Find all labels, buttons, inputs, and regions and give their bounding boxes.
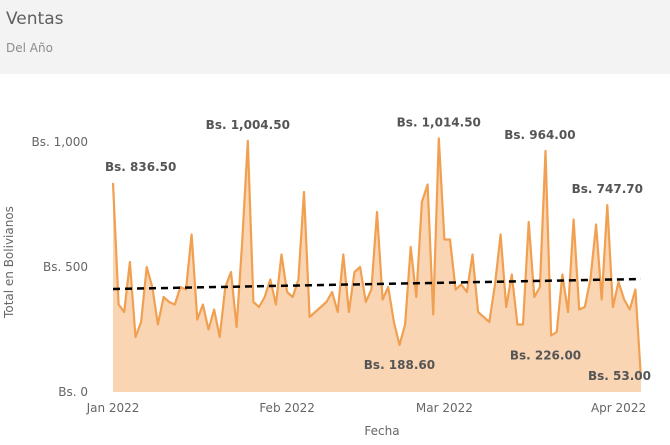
data-label: Bs. 836.50 xyxy=(105,160,176,174)
x-tick-label: Apr 2022 xyxy=(591,401,646,415)
x-axis-ticks: Jan 2022 Feb 2022 Mar 2022 Apr 2022 xyxy=(86,401,647,415)
x-axis-title: Fecha xyxy=(364,424,399,438)
data-labels: Bs. 836.50 Bs. 1,004.50 Bs. 188.60 Bs. 1,01… xyxy=(105,115,651,382)
data-label: Bs. 964.00 xyxy=(504,128,575,142)
data-label: Bs. 1,004.50 xyxy=(206,118,290,132)
data-label: Bs. 1,014.50 xyxy=(397,115,481,129)
x-tick-label: Mar 2022 xyxy=(416,401,473,415)
trend-line xyxy=(112,277,642,291)
area-layer xyxy=(111,137,643,392)
y-tick-label: Bs. 500 xyxy=(43,260,88,274)
y-axis-ticks: Bs. 0 Bs. 500 Bs. 1,000 xyxy=(32,135,88,399)
data-label: Bs. 226.00 xyxy=(510,349,581,363)
data-label: Bs. 53.00 xyxy=(588,369,651,383)
data-label: Bs. 747.70 xyxy=(572,182,643,196)
chart-title: Ventas xyxy=(6,9,64,29)
y-tick-label: Bs. 0 xyxy=(58,385,88,399)
y-tick-label: Bs. 1,000 xyxy=(32,135,88,149)
data-label: Bs. 188.60 xyxy=(364,358,435,372)
series-line xyxy=(111,137,643,379)
chart-subtitle: Del Año xyxy=(6,41,53,55)
x-tick-label: Jan 2022 xyxy=(86,401,140,415)
y-axis-title: Total en Bolivianos xyxy=(2,206,16,319)
visual-header: Ventas Del Año xyxy=(0,0,670,74)
x-tick-label: Feb 2022 xyxy=(259,401,315,415)
